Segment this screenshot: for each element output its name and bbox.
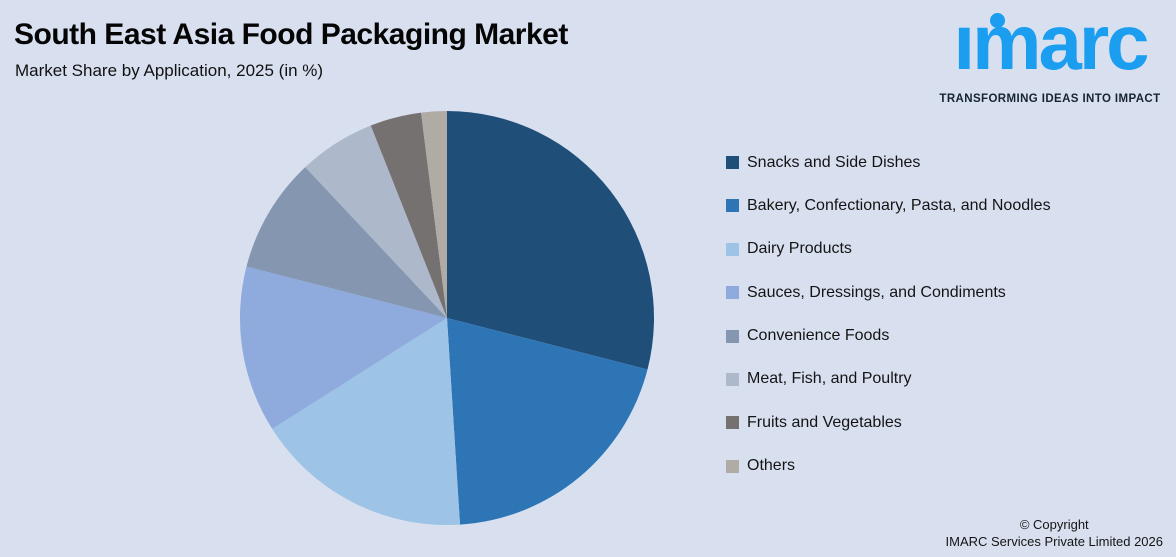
legend-swatch — [726, 416, 739, 430]
legend-label: Sauces, Dressings, and Condiments — [747, 283, 1006, 301]
copyright-line2: IMARC Services Private Limited 2026 — [945, 534, 1163, 549]
imarc-logo-i-dot — [990, 13, 1005, 28]
chart-legend: Snacks and Side Dishes Bakery, Confection… — [726, 154, 1051, 501]
imarc-logo: ımarc TRANSFORMING IDEAS INTO IMPACT — [932, 0, 1168, 108]
page-subtitle: Market Share by Application, 2025 (in %) — [15, 61, 324, 80]
legend-item: Snacks and Side Dishes — [726, 154, 1051, 171]
legend-swatch — [726, 199, 739, 213]
legend-swatch — [726, 459, 739, 473]
pie-slice — [246, 167, 447, 318]
imarc-logo-wordmark: ımarc — [953, 0, 1149, 86]
legend-label: Others — [747, 457, 796, 475]
pie-slice — [272, 318, 460, 525]
legend-swatch — [726, 156, 739, 169]
pie-slice — [447, 318, 648, 525]
page-title: South East Asia Food Packaging Market — [14, 18, 568, 51]
legend-label: Dairy Products — [747, 240, 852, 258]
legend-label: Snacks and Side Dishes — [747, 153, 921, 171]
copyright-line1: © Copyright — [1019, 517, 1089, 532]
pie-slice — [447, 111, 655, 370]
legend-item: Bakery, Confectionary, Pasta, and Noodle… — [726, 197, 1051, 214]
legend-item: Meat, Fish, and Poultry — [726, 370, 1051, 388]
legend-item: Others — [726, 457, 1051, 475]
legend-swatch — [726, 242, 739, 256]
legend-swatch — [726, 329, 739, 343]
legend-label: Convenience Foods — [747, 327, 890, 345]
pie-slice — [305, 125, 447, 318]
pie-slice — [421, 111, 447, 318]
legend-item: Fruits and Vegetables — [726, 414, 1051, 431]
legend-label: Meat, Fish, and Poultry — [747, 370, 912, 388]
legend-item: Sauces, Dressings, and Condiments — [726, 284, 1051, 301]
legend-swatch — [726, 286, 739, 300]
pie-chart — [239, 111, 655, 525]
pie-slice — [239, 266, 447, 429]
legend-item: Convenience Foods — [726, 327, 1051, 345]
imarc-logo-tagline: TRANSFORMING IDEAS INTO IMPACT — [939, 93, 1161, 105]
legend-label: Fruits and Vegetables — [747, 413, 902, 431]
legend-item: Dairy Products — [726, 240, 1051, 258]
legend-swatch — [726, 372, 739, 386]
pie-slice — [370, 112, 447, 318]
copyright-notice: © Copyright IMARC Services Private Limit… — [946, 516, 1163, 550]
legend-label: Bakery, Confectionary, Pasta, and Noodle… — [747, 196, 1051, 214]
